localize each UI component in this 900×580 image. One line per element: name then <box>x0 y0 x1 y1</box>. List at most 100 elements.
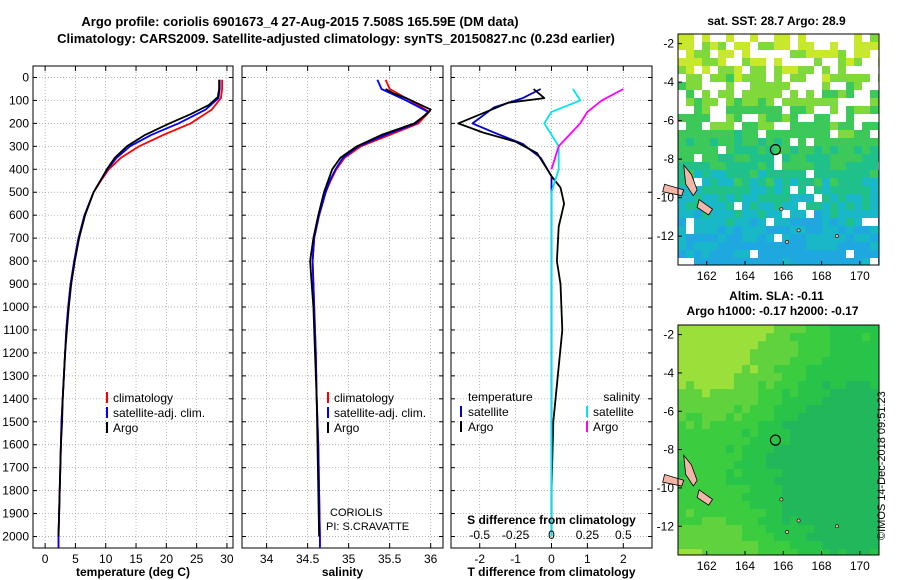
legend-label: Argo <box>593 420 619 434</box>
islet-shape <box>779 207 784 212</box>
map-y-tick-label: -4 <box>663 75 674 89</box>
secondary-tick-label: 0.5 <box>615 528 632 542</box>
x-tick-label: 34.5 <box>296 552 320 566</box>
argo-location-marker <box>769 144 782 156</box>
x-tick-label: 0 <box>548 552 555 566</box>
map-y-tick-label: -6 <box>663 404 674 418</box>
legend-label: Argo <box>468 420 494 434</box>
map-x-tick-label: 166 <box>773 269 793 283</box>
depth-tick-label: 800 <box>9 254 29 268</box>
legend-label: satellite-adj. clim. <box>334 406 426 420</box>
map-y-tick-label: -12 <box>657 519 675 533</box>
secondary-tick-label: -0.25 <box>502 528 530 542</box>
legend-label: climatology <box>334 391 394 405</box>
map-y-tick-label: -4 <box>663 366 674 380</box>
depth-tick-label: 200 <box>9 116 29 130</box>
annotation-institution: CORIOLIS <box>330 507 383 519</box>
x-tick-label: 30 <box>220 552 234 566</box>
map-x-tick-label: 170 <box>850 559 870 573</box>
map-y-tick-label: -8 <box>663 443 674 457</box>
secondary-tick-label: -0.5 <box>469 528 490 542</box>
map-panel-1: sat. SST: 28.7 Argo: 28.9 162 164 166 168 170… <box>657 14 880 283</box>
depth-tick-label: 1600 <box>2 438 29 452</box>
x-tick-label: 35 <box>342 552 356 566</box>
depth-tick-label: 600 <box>9 208 29 222</box>
island-shape <box>696 489 714 506</box>
x-tick-label: 35.5 <box>378 552 402 566</box>
map-y-tick-label: -2 <box>663 37 674 51</box>
map-field <box>678 34 879 265</box>
series-line-climatology <box>57 79 224 548</box>
depth-tick-label: 1400 <box>2 392 29 406</box>
argo-location-marker <box>769 434 782 446</box>
header-line-1: Argo profile: coriolis 6901673_4 27-Aug-… <box>81 14 518 29</box>
x-tick-label: 20 <box>160 552 174 566</box>
legend-label: climatology <box>113 391 173 405</box>
profile-panel-3: -2 -1 0 1 2T difference from climatology <box>450 65 653 579</box>
depth-tick-label: 900 <box>9 277 29 291</box>
legend-label: satellite <box>468 405 509 419</box>
island-shape <box>683 163 698 197</box>
secondary-axis-label: S difference from climatology <box>467 513 636 527</box>
islet-shape <box>796 228 801 233</box>
legend-label: satellite-adj. clim. <box>113 406 205 420</box>
x-axis-label: salinity <box>322 565 364 579</box>
depth-tick-label: 1700 <box>2 461 29 475</box>
depth-tick-label: 1800 <box>2 484 29 498</box>
islet-shape <box>785 530 790 534</box>
map-panels: sat. SST: 28.7 Argo: 28.9 162 164 166 168 170… <box>657 14 880 573</box>
depth-tick-label: 1900 <box>2 507 29 521</box>
series-line-temperature-argo <box>457 88 565 537</box>
series-line-climatology <box>311 79 431 548</box>
x-tick-label: 36 <box>424 552 438 566</box>
islet-shape <box>834 234 839 239</box>
map-frame <box>677 33 880 266</box>
map-x-tick-label: 164 <box>735 269 755 283</box>
x-tick-label: 5 <box>72 552 79 566</box>
series-line-salinity-satellite <box>543 88 582 537</box>
depth-tick-label: 1500 <box>2 415 29 429</box>
map-x-tick-label: 162 <box>697 269 717 283</box>
secondary-tick-label: 0 <box>548 528 555 542</box>
depth-tick-label: 0 <box>22 70 29 84</box>
x-tick-label: -2 <box>474 552 485 566</box>
map-y-tick-label: -12 <box>657 229 675 243</box>
legend-heading-salinity: salinity <box>603 390 640 404</box>
depth-tick-label: 1000 <box>2 300 29 314</box>
map-title: sat. SST: 28.7 Argo: 28.9 <box>707 14 846 28</box>
map-field <box>678 325 879 555</box>
depth-tick-label: 300 <box>9 139 29 153</box>
map-y-tick-label: -10 <box>657 191 675 205</box>
x-axis-label: temperature (deg C) <box>76 565 190 579</box>
x-tick-label: 10 <box>99 552 113 566</box>
islet-shape <box>796 518 801 523</box>
series-line-argo <box>57 79 221 537</box>
x-tick-label: 0 <box>42 552 49 566</box>
annotation-pi: PI: S.CRAVATTE <box>326 521 409 533</box>
x-tick-label: 2 <box>620 552 627 566</box>
profile-panel-1: 0 5 10 15 20 25 30 temperature (deg C) <box>32 65 234 579</box>
profile-panel-2: 34 34.5 35 35.5 36 salinity <box>241 65 444 579</box>
map-frame <box>677 324 880 556</box>
series-line-satellite-adj-clim- <box>57 79 221 548</box>
map-y-tick-label: -10 <box>657 481 675 495</box>
island-shape <box>696 198 714 216</box>
x-tick-label: 15 <box>129 552 143 566</box>
legend-heading-temperature: temperature <box>468 390 533 404</box>
map-x-tick-label: 166 <box>773 559 793 573</box>
map-x-tick-label: 162 <box>697 559 717 573</box>
depth-tick-label: 1200 <box>2 346 29 360</box>
depth-tick-label: 700 <box>9 231 29 245</box>
map-x-tick-label: 168 <box>812 269 832 283</box>
map-y-tick-label: -6 <box>663 114 674 128</box>
islet-shape <box>785 239 790 244</box>
series-line-satellite-adj-clim- <box>311 79 430 548</box>
x-tick-label: -1 <box>510 552 521 566</box>
header-line-2: Climatology: CARS2009. Satellite-adjuste… <box>57 31 615 46</box>
secondary-tick-label: 0.25 <box>576 528 600 542</box>
legend-label: Argo <box>334 421 360 435</box>
x-tick-label: 1 <box>584 552 591 566</box>
